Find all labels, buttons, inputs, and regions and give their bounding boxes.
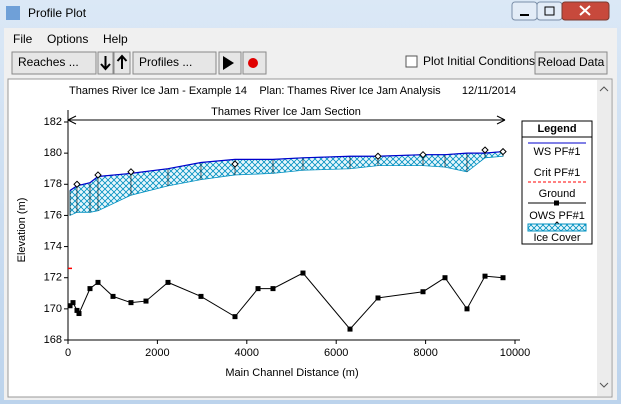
y-axis-title: Elevation (m) — [16, 198, 28, 263]
ground-point — [128, 300, 134, 306]
reach-arrow — [67, 115, 506, 125]
chart-title: Thames River Ice Jam Section — [211, 106, 361, 118]
x-axis-title: Main Channel Distance (m) — [225, 367, 358, 379]
x-tick-label: 6000 — [324, 347, 348, 359]
ows-point — [73, 180, 81, 188]
window-title: Profile Plot — [28, 6, 87, 20]
ground-point — [442, 275, 448, 281]
ows-point — [419, 150, 427, 159]
ows-point — [499, 147, 507, 156]
y-tick-label: 172 — [44, 272, 62, 284]
y-tick-label: 168 — [44, 334, 62, 346]
profiles-label: Profiles ... — [139, 55, 192, 69]
ground-point — [464, 306, 470, 312]
ground-point — [500, 275, 506, 281]
menu-item[interactable]: Help — [103, 32, 128, 46]
ground-point — [255, 286, 261, 292]
ows-point — [231, 160, 239, 168]
ows-point — [127, 168, 135, 176]
ground-point — [375, 295, 381, 301]
y-tick-label: 176 — [44, 209, 62, 221]
ground-point — [95, 279, 101, 285]
ground-point — [198, 293, 204, 299]
ws-line — [69, 150, 504, 192]
ows-point — [481, 146, 489, 154]
legend-swatch — [527, 223, 587, 232]
y-tick-label: 174 — [44, 240, 62, 252]
legend-swatch — [554, 200, 559, 206]
menu-item[interactable]: Options — [47, 32, 88, 46]
ground-point — [420, 289, 426, 295]
reaches-button[interactable] — [11, 51, 97, 75]
header: Plan: Thames River Ice Jam Analysis — [259, 85, 441, 97]
y-tick-label: 182 — [44, 116, 62, 128]
reload-button[interactable] — [534, 51, 608, 75]
ows-point — [94, 171, 102, 179]
ground-line — [69, 272, 504, 330]
profiles-button[interactable] — [132, 51, 217, 75]
x-tick-label: 4000 — [235, 347, 259, 359]
legend-label: Ground — [539, 188, 576, 200]
ground-point — [143, 298, 149, 304]
header: Thames River Ice Jam - Example 14 — [69, 85, 247, 97]
ground-point — [300, 270, 306, 276]
minimize[interactable] — [511, 1, 538, 21]
y-tick-label: 178 — [44, 178, 62, 190]
ows-point — [374, 152, 382, 160]
ground-point — [76, 311, 82, 317]
header: 12/11/2014 — [462, 85, 516, 97]
reload-label: Reload Data — [538, 55, 605, 69]
ground-point — [270, 286, 276, 292]
legend-label: OWS PF#1 — [529, 210, 585, 222]
ground-point — [70, 300, 76, 306]
app-icon — [6, 6, 20, 20]
ground-point — [165, 279, 171, 285]
maximize[interactable] — [536, 1, 563, 21]
chart: Thames River Ice Jam - Example 14 Plan: … — [16, 85, 593, 379]
scrollbar[interactable] — [597, 80, 611, 396]
checkbox-label: Plot Initial Conditions — [423, 54, 535, 68]
x-tick-label: 0 — [65, 347, 71, 359]
x-tick-label: 2000 — [145, 347, 169, 359]
plot-panel — [7, 78, 613, 398]
ground-point — [87, 286, 93, 292]
ground-point — [232, 314, 238, 320]
ground-point — [482, 273, 488, 279]
ground-point — [347, 326, 353, 332]
reaches-label: Reaches ... — [18, 55, 79, 69]
ground-point — [74, 307, 80, 313]
ground-point — [67, 303, 73, 309]
y-tick-label: 180 — [44, 147, 62, 159]
menu-item[interactable]: File — [13, 32, 33, 46]
x-tick-label: 10000 — [500, 347, 531, 359]
legend-label: Ice Cover — [533, 232, 580, 244]
legend-title: Legend — [537, 123, 576, 135]
legend-label: WS PF#1 — [533, 146, 580, 158]
x-tick-label: 8000 — [413, 347, 437, 359]
checkbox[interactable] — [405, 55, 418, 68]
ground-point — [110, 293, 116, 299]
legend-label: Crit PF#1 — [534, 167, 580, 179]
y-tick-label: 170 — [44, 303, 62, 315]
